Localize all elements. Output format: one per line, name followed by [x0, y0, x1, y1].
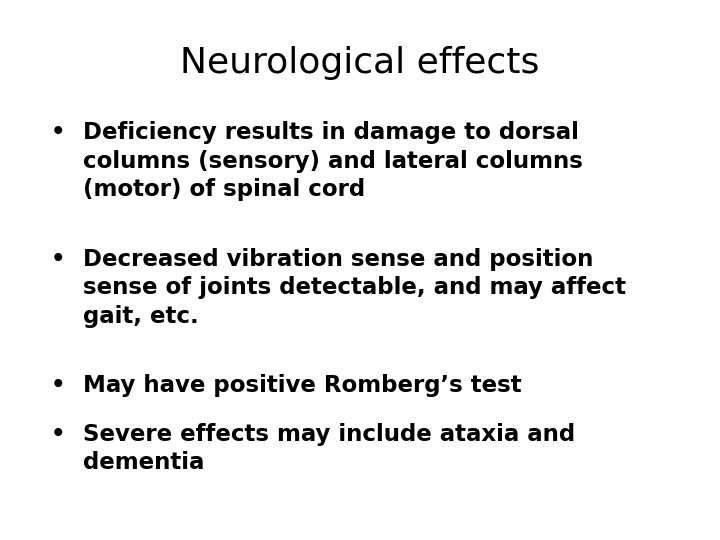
Text: •: • — [50, 122, 65, 145]
Text: •: • — [50, 248, 65, 271]
Text: May have positive Romberg’s test: May have positive Romberg’s test — [83, 374, 521, 397]
Text: Severe effects may include ataxia and
dementia: Severe effects may include ataxia and de… — [83, 423, 575, 474]
Text: •: • — [50, 423, 65, 446]
Text: Decreased vibration sense and position
sense of joints detectable, and may affec: Decreased vibration sense and position s… — [83, 248, 626, 328]
Text: •: • — [50, 374, 65, 397]
Text: Deficiency results in damage to dorsal
columns (sensory) and lateral columns
(mo: Deficiency results in damage to dorsal c… — [83, 122, 582, 201]
Text: Neurological effects: Neurological effects — [180, 46, 540, 80]
